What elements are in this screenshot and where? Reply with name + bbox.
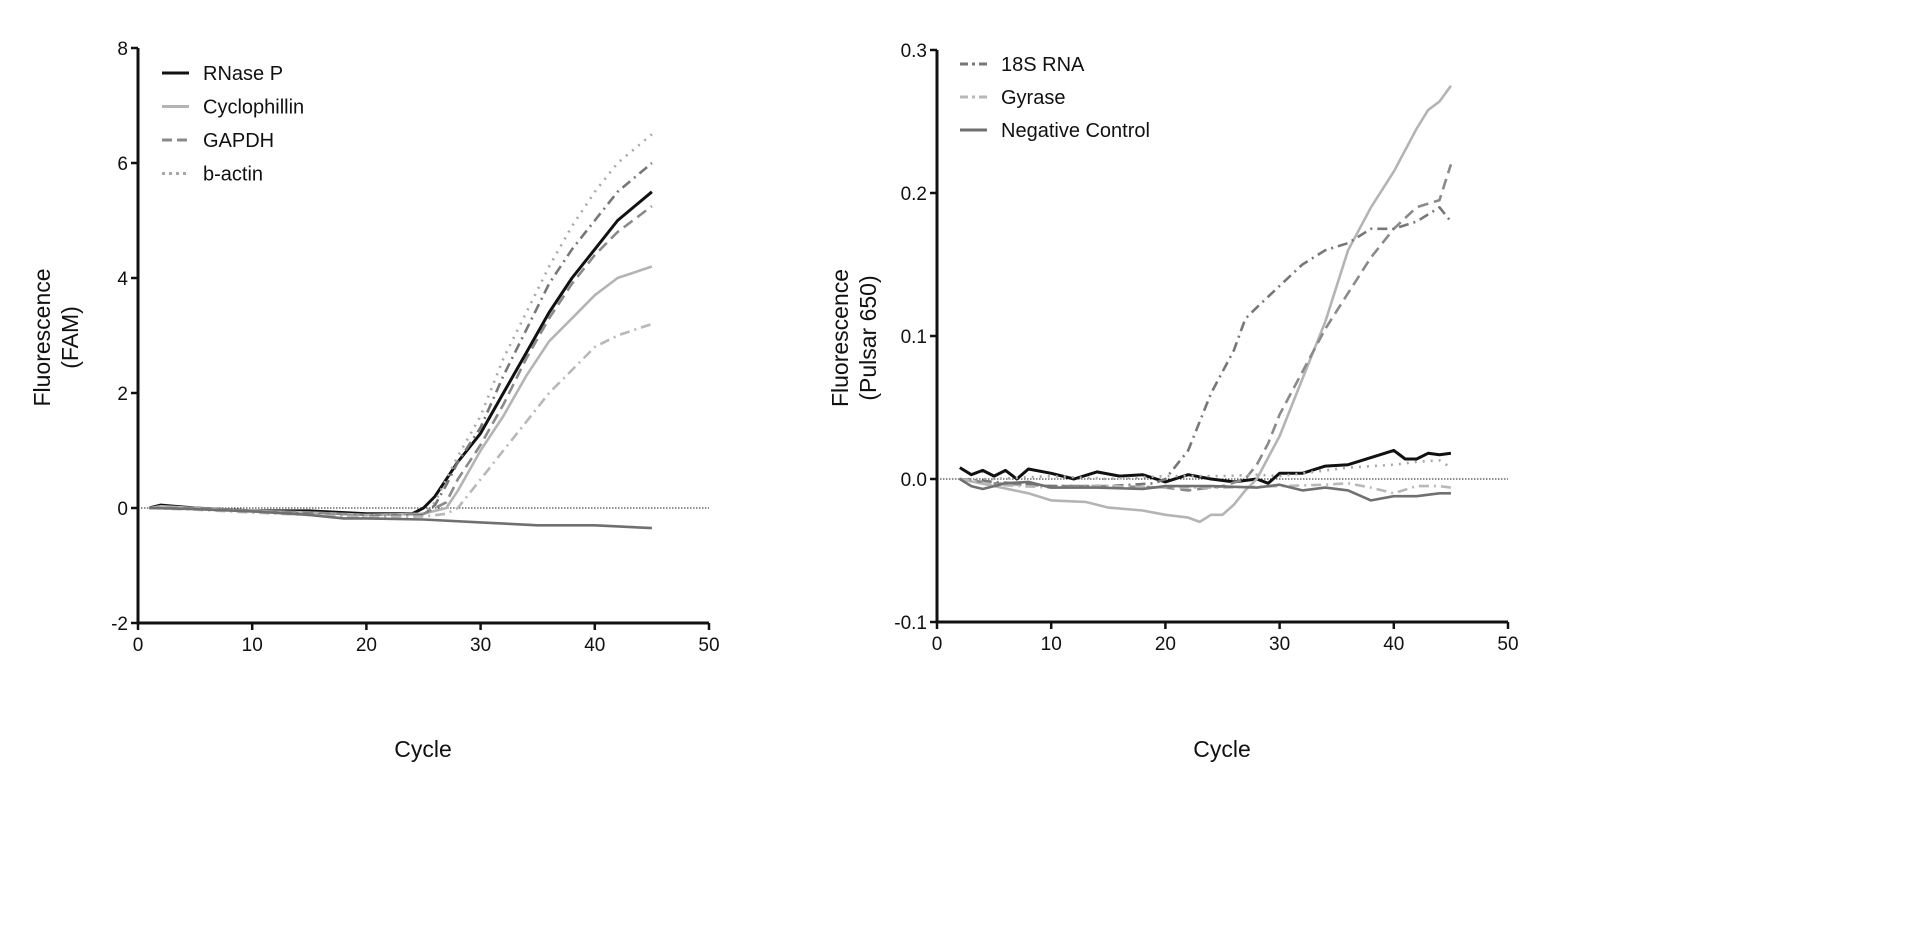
y-tick-label: -2 (111, 614, 128, 635)
chart-pulsar-650: -0.1 0.0 0.1 0.2 0.3 0 10 20 30 40 50 Fluorescence(… (827, 41, 1519, 762)
y-axis-label: Fluorescence(FAM) (29, 268, 83, 406)
y-axis-label-line: Fluorescence (827, 269, 853, 407)
legend-label: 18S RNA (1001, 54, 1085, 76)
series-line-cyclophillin (149, 265, 653, 517)
legend-label: GAPDH (203, 130, 274, 152)
series-line-cyclophillin (959, 85, 1452, 524)
y-axis-label-line: (Pulsar 650) (855, 275, 881, 400)
x-tick-label: 30 (470, 635, 491, 656)
series-line-b-actin (149, 133, 653, 517)
y-tick-label: 8 (117, 39, 128, 60)
series-line-gapdh (149, 205, 653, 517)
x-tick-label: 0 (932, 634, 943, 655)
y-tick-label: 0.3 (901, 41, 927, 62)
legend-label: RNase P (203, 63, 283, 85)
y-tick-label: 0.0 (901, 470, 927, 491)
series-line-18s-rna (959, 206, 1452, 488)
y-axis-label-line: (FAM) (57, 306, 83, 369)
series-line-rnase-p (959, 448, 1452, 485)
x-tick-label: 30 (1269, 634, 1290, 655)
y-axis-label-line: Fluorescence (29, 268, 55, 406)
series-line-rnase-p (149, 190, 653, 516)
x-tick-label: 40 (1383, 634, 1404, 655)
y-tick-label: 0.2 (901, 184, 927, 205)
legend-label: b-actin (203, 164, 263, 186)
legend-label: Gyrase (1001, 87, 1065, 109)
y-tick-label: 0 (117, 499, 128, 520)
series-line-negative-control (149, 506, 652, 530)
legend-label: Negative Control (1001, 120, 1150, 142)
y-tick-label: 6 (117, 154, 128, 175)
x-tick-label: 50 (1497, 634, 1518, 655)
x-tick-label: 20 (356, 635, 377, 656)
x-tick-label: 10 (1041, 634, 1062, 655)
y-tick-label: 4 (117, 269, 128, 290)
x-axis-label: Cycle (1193, 736, 1251, 762)
y-tick-label: 2 (117, 384, 128, 405)
series-line-negative-control (959, 477, 1451, 502)
x-tick-label: 10 (242, 635, 263, 656)
y-tick-label: -0.1 (894, 613, 927, 634)
series-line-gyrase (149, 322, 653, 519)
x-tick-label: 50 (698, 635, 719, 656)
y-axis-label: Fluorescence(Pulsar 650) (827, 269, 881, 407)
y-tick-label: 0.1 (901, 327, 927, 348)
series-line-18s-rna (149, 162, 653, 518)
x-tick-label: 20 (1155, 634, 1176, 655)
x-tick-label: 40 (584, 635, 605, 656)
legend-label: Cyclophillin (203, 97, 304, 119)
x-axis-label: Cycle (394, 736, 452, 762)
x-tick-label: 0 (133, 635, 144, 656)
series-line-gapdh (959, 164, 1453, 492)
series-line-gyrase (959, 477, 1452, 495)
